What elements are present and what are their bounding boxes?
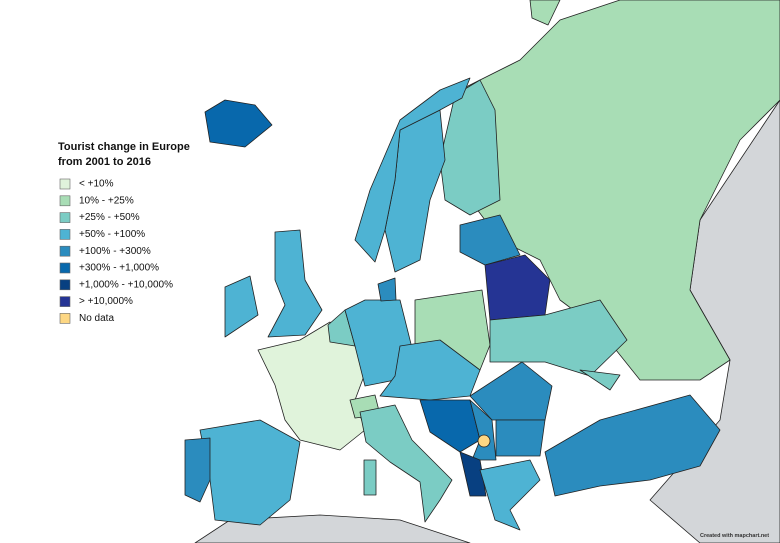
legend-swatch xyxy=(59,229,71,240)
uk xyxy=(267,229,323,338)
croatia-bosnia xyxy=(419,399,481,453)
credit: Created with mapchart.net xyxy=(700,533,769,539)
norway xyxy=(354,77,471,263)
legend-swatch xyxy=(59,262,71,274)
caucasus xyxy=(579,369,621,391)
belarus xyxy=(484,254,551,321)
legend-label: No data xyxy=(79,313,114,324)
legend-label: > +10,000% xyxy=(79,296,133,307)
iceland xyxy=(204,99,273,148)
legend-title: Tourist change in Europe xyxy=(58,141,190,153)
legend-swatch xyxy=(59,212,71,223)
greece xyxy=(479,459,541,531)
legend-label: +300% - +1,000% xyxy=(79,263,159,274)
ireland xyxy=(224,275,259,338)
legend-label: < +10% xyxy=(79,179,114,190)
denmark xyxy=(377,277,397,302)
legend-label: +100% - +300% xyxy=(79,246,151,257)
kosovo xyxy=(477,434,491,448)
montenegro-albania xyxy=(459,451,487,497)
baltics xyxy=(459,214,521,266)
italy xyxy=(359,404,453,523)
bulgaria xyxy=(495,419,546,457)
turkey xyxy=(544,394,721,497)
spain xyxy=(199,419,301,526)
legend-label: +50% - +100% xyxy=(79,229,145,240)
legend-title: from 2001 to 2016 xyxy=(58,156,151,168)
legend-swatch xyxy=(59,296,71,307)
serbia xyxy=(469,399,497,461)
legend-swatch xyxy=(59,313,71,324)
legend-label: +25% - +50% xyxy=(79,212,140,223)
central-europe xyxy=(379,339,481,401)
legend-swatch xyxy=(59,245,71,257)
sardinia xyxy=(363,459,377,496)
romania xyxy=(469,361,553,421)
legend-swatch xyxy=(59,178,71,190)
ukraine xyxy=(489,299,628,377)
legend: Tourist change in Europe from 2001 to 20… xyxy=(58,141,190,324)
portugal xyxy=(184,437,211,503)
legend-label: +1,000% - +10,000% xyxy=(79,279,173,290)
map-land xyxy=(184,0,780,543)
legend-swatch xyxy=(59,279,71,291)
legend-label: 10% - +25% xyxy=(79,195,134,206)
novaya-zemlya xyxy=(529,0,561,26)
legend-swatch xyxy=(59,195,71,207)
